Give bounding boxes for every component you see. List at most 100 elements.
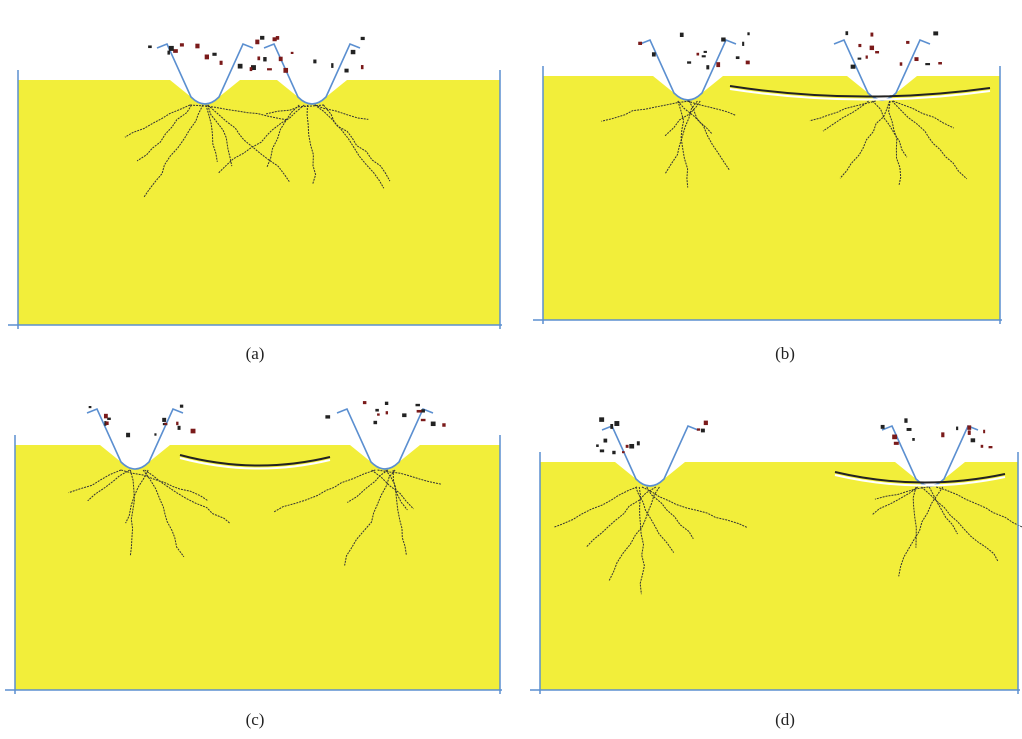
debris <box>687 61 691 63</box>
debris <box>402 413 406 417</box>
debris <box>604 439 608 443</box>
debris <box>178 426 181 430</box>
debris <box>612 451 615 454</box>
debris <box>907 428 912 431</box>
debris <box>169 46 174 51</box>
debris <box>914 57 918 61</box>
debris <box>279 57 283 61</box>
debris <box>652 52 656 56</box>
debris <box>431 422 436 426</box>
debris <box>870 46 874 50</box>
rock-block <box>540 462 1018 690</box>
debris <box>746 61 750 65</box>
debris <box>747 32 749 35</box>
debris <box>263 57 266 61</box>
debris <box>875 51 879 53</box>
figure: (a) (b) (c) (d) <box>0 0 1022 739</box>
debris <box>614 421 619 426</box>
debris <box>417 410 422 413</box>
debris <box>637 441 640 445</box>
debris <box>195 44 199 49</box>
debris <box>257 56 260 60</box>
debris <box>291 52 294 54</box>
debris <box>968 430 971 434</box>
panel-label: (d) <box>775 710 795 729</box>
debris <box>173 49 178 53</box>
debris <box>220 61 223 65</box>
debris <box>981 445 984 448</box>
debris <box>164 423 167 425</box>
debris <box>845 31 848 35</box>
debris <box>351 50 356 54</box>
debris <box>742 42 744 46</box>
debris <box>933 31 938 35</box>
debris <box>697 53 700 56</box>
debris <box>325 415 330 418</box>
debris <box>273 37 277 41</box>
debris <box>313 60 316 64</box>
debris <box>866 55 868 58</box>
debris <box>331 63 333 68</box>
panel-label: (b) <box>775 344 795 363</box>
panel-label: (a) <box>246 344 265 363</box>
debris <box>126 433 130 437</box>
debris <box>363 401 366 404</box>
debris <box>377 413 380 415</box>
debris <box>629 444 634 449</box>
debris <box>250 67 253 71</box>
debris <box>610 424 613 429</box>
debris <box>704 421 708 425</box>
debris <box>361 37 365 40</box>
debris <box>180 43 184 46</box>
debris <box>971 438 976 442</box>
debris <box>375 409 378 412</box>
debris <box>373 421 377 424</box>
debris <box>283 68 288 73</box>
debris <box>599 417 604 422</box>
debris <box>938 62 942 64</box>
debris <box>697 428 700 430</box>
debris <box>989 446 993 448</box>
debris <box>894 442 899 445</box>
debris <box>881 425 885 429</box>
debris <box>983 430 985 433</box>
debris <box>925 63 930 65</box>
panel-label: (c) <box>246 710 265 729</box>
debris <box>442 423 445 426</box>
debris <box>941 432 944 437</box>
debris <box>851 65 856 69</box>
debris <box>870 33 873 37</box>
debris <box>238 64 243 69</box>
debris <box>421 409 425 412</box>
rock-block <box>543 76 1000 320</box>
debris <box>906 41 909 44</box>
debris <box>680 33 684 37</box>
debris <box>704 51 707 53</box>
debris <box>386 411 388 414</box>
debris <box>191 429 196 434</box>
debris <box>104 414 108 419</box>
debris <box>180 405 183 408</box>
debris <box>385 402 388 405</box>
debris <box>212 53 216 56</box>
debris <box>900 62 903 65</box>
rock-block <box>18 80 500 325</box>
debris <box>956 427 958 431</box>
debris <box>622 451 625 453</box>
debris <box>702 55 706 57</box>
debris <box>967 425 971 429</box>
debris <box>255 40 259 45</box>
debris <box>596 444 599 447</box>
debris <box>344 69 348 73</box>
debris <box>162 418 166 422</box>
debris <box>415 404 419 406</box>
debris <box>361 65 364 69</box>
debris <box>154 433 156 435</box>
debris <box>858 58 862 60</box>
debris <box>421 419 426 421</box>
debris <box>736 56 740 59</box>
debris <box>600 449 604 452</box>
debris <box>904 418 907 422</box>
debris <box>176 422 178 426</box>
debris <box>260 36 264 40</box>
